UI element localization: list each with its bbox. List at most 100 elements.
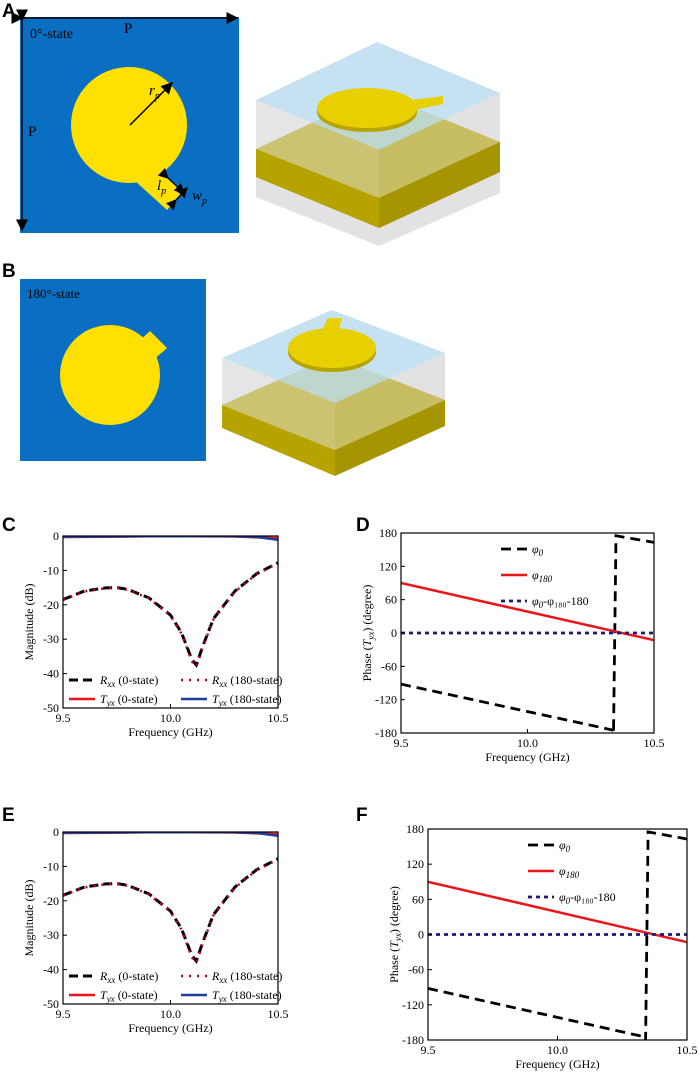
legend-entry-suffix: -φ₁₈₀-180	[543, 594, 588, 608]
radius-label: rp	[149, 83, 160, 102]
width-arrow	[166, 187, 188, 211]
y-tick-label: 0	[418, 928, 424, 942]
legend-entry: Rxx (0-state)	[99, 673, 158, 689]
unit-cell-3d-view-180-state	[222, 310, 445, 476]
legend-entry: φ0	[532, 542, 544, 558]
chart-f: 9.5 10.0 10.5 180 120 60 0 -60 -120 -180 Frequency…	[387, 822, 698, 1071]
width-label: wp	[192, 188, 207, 207]
x-tick-label: 10.5	[268, 1007, 289, 1021]
legend-entry-sub: xx	[106, 679, 115, 689]
y-axis-label: Magnitude (dB)	[22, 880, 36, 957]
legend-entry-sub: 0	[566, 844, 571, 854]
y-axis-label: Phase (Tyx) (degree)	[387, 886, 403, 983]
panel-label-d: D	[356, 515, 370, 536]
y-tick-label: -50	[43, 997, 59, 1011]
chart-d: 9.5 10.0 10.5 180 120 60 0 -60 -120 -180 Frequency…	[360, 526, 665, 764]
unit-cell-3d-view-0-state	[256, 42, 500, 246]
y-tick-label: 60	[412, 892, 424, 906]
legend-entry-suffix: (180-state)	[227, 673, 282, 687]
legend-entry-name: φ	[559, 890, 566, 904]
legend-entry-name: R	[99, 969, 108, 983]
legend-entry-suffix: -φ₁₈₀-180	[570, 890, 615, 904]
series-line	[428, 880, 687, 944]
y-tick-label: 0	[53, 529, 59, 543]
y-tick-label: 0	[53, 825, 59, 839]
y-tick-label: 180	[406, 822, 424, 836]
y-tick-label: -40	[43, 963, 59, 977]
legend-entry-sub: xx	[218, 975, 227, 985]
y-tick-label: 120	[379, 559, 397, 573]
legend-entry: Rxx (0-state)	[99, 969, 158, 985]
y-tick-label: -30	[43, 632, 59, 646]
y-axis-label-part: Phase (	[360, 646, 374, 681]
y-axis-label-part: Phase (	[387, 948, 401, 983]
legend-entry: Tyx (0-state)	[100, 692, 158, 708]
legend-entry-name: R	[99, 673, 108, 687]
x-tick-label: 9.5	[56, 1007, 71, 1021]
y-tick-label: -180	[402, 1033, 424, 1047]
x-tick-label: 10.0	[517, 736, 538, 750]
y-tick-label: -20	[43, 894, 59, 908]
legend-entry-suffix: (0-state)	[115, 673, 158, 687]
y-tick-label: -60	[381, 659, 397, 673]
panel-label-f: F	[356, 805, 368, 826]
legend-entry-suffix: (180-state)	[227, 692, 282, 706]
legend-entry-suffix: (0-state)	[115, 969, 158, 983]
state-label-0: 0°-state	[30, 27, 73, 42]
legend-entry-sub: yx	[106, 994, 115, 1004]
y-axis-label-part: T	[360, 638, 374, 646]
y-axis-label-part: yx	[366, 632, 376, 641]
panel-label-c: C	[2, 515, 16, 536]
legend-entry-name: φ	[532, 568, 539, 582]
legend-entry-name: T	[100, 988, 108, 1002]
series-line	[63, 562, 278, 670]
y-tick-label: -180	[375, 726, 397, 740]
legend-entry-sub: xx	[106, 975, 115, 985]
legend-entry-sub: xx	[218, 679, 227, 689]
unit-cell-top-view-180-state: 180°-state	[20, 279, 206, 461]
y-tick-label: 0	[391, 626, 397, 640]
series-line	[401, 581, 654, 642]
y-tick-label: -30	[43, 928, 59, 942]
legend-entry-sub: 180	[566, 870, 580, 880]
period-label-top: P	[124, 21, 132, 37]
x-axis-label: Frequency (GHz)	[485, 750, 569, 764]
legend-entry-name: T	[212, 692, 220, 706]
x-tick-label: 9.5	[394, 736, 409, 750]
y-axis-label-part: T	[387, 940, 401, 948]
y-axis-label-part: yx	[393, 933, 403, 942]
legend-entry: Tyx (0-state)	[100, 988, 158, 1004]
legend-entry-sub: 0	[566, 896, 571, 906]
y-axis-label-part: ) (degree)	[360, 585, 374, 632]
legend-entry-name: φ	[532, 542, 539, 556]
legend-entry-name: R	[211, 969, 220, 983]
legend-entry-sub: yx	[218, 994, 227, 1004]
legend-entry: Tyx (180-state)	[212, 692, 282, 708]
series-line	[63, 858, 278, 966]
y-axis-label: Magnitude (dB)	[22, 584, 36, 661]
y-tick-label: 120	[406, 857, 424, 871]
x-tick-label: 10.5	[677, 1043, 698, 1057]
legend-entry-suffix: (180-state)	[227, 988, 282, 1002]
legend-entry: Rxx (180-state)	[211, 673, 282, 689]
y-axis-label: Phase (Tyx) (degree)	[360, 585, 376, 682]
legend-entry: φ180	[532, 568, 553, 584]
legend-entry: φ0	[559, 838, 571, 854]
legend-entry: φ0-φ₁₈₀-180	[559, 890, 616, 906]
legend-entry-name: T	[212, 988, 220, 1002]
legend-entry: Tyx (180-state)	[212, 988, 282, 1004]
series-line	[63, 857, 278, 965]
x-tick-label: 10.0	[160, 711, 181, 725]
state-label-180: 180°-state	[27, 286, 80, 301]
legend-entry-suffix: (180-state)	[227, 969, 282, 983]
y-tick-label: 180	[379, 526, 397, 540]
radius-arrow	[129, 81, 174, 126]
panel-label-b: B	[2, 261, 16, 282]
x-tick-label: 10.0	[547, 1043, 568, 1057]
y-tick-label: -20	[43, 598, 59, 612]
legend-entry: φ180	[559, 864, 580, 880]
legend-entry-suffix: (0-state)	[115, 988, 158, 1002]
chart-c: 9.5 10.0 10.5 0 -10 -20 -30 -40 -50 Frequency (GH…	[22, 529, 289, 739]
legend-entry-sub: 0	[539, 600, 544, 610]
